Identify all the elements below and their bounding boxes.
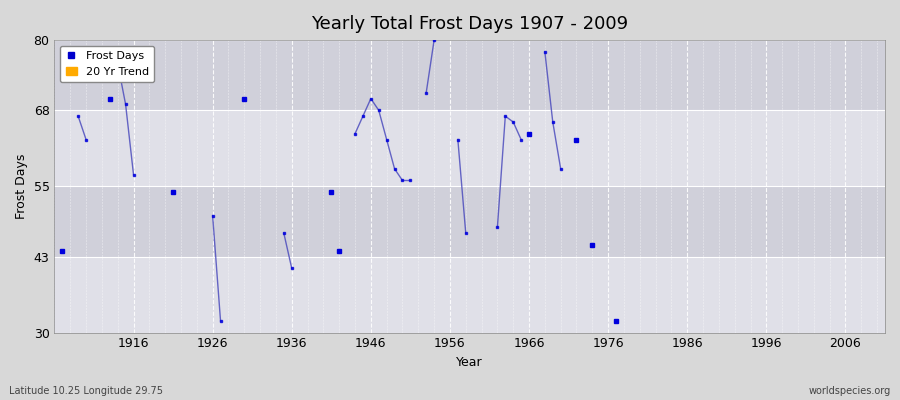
Bar	[54, 256, 885, 332]
Bar	[54, 40, 885, 110]
Legend: Frost Days, 20 Yr Trend: Frost Days, 20 Yr Trend	[60, 46, 154, 82]
Bar	[54, 110, 885, 186]
Title: Yearly Total Frost Days 1907 - 2009: Yearly Total Frost Days 1907 - 2009	[311, 15, 628, 33]
Text: worldspecies.org: worldspecies.org	[809, 386, 891, 396]
Y-axis label: Frost Days: Frost Days	[15, 154, 28, 219]
Bar	[54, 186, 885, 256]
Text: Latitude 10.25 Longitude 29.75: Latitude 10.25 Longitude 29.75	[9, 386, 163, 396]
X-axis label: Year: Year	[456, 356, 483, 369]
